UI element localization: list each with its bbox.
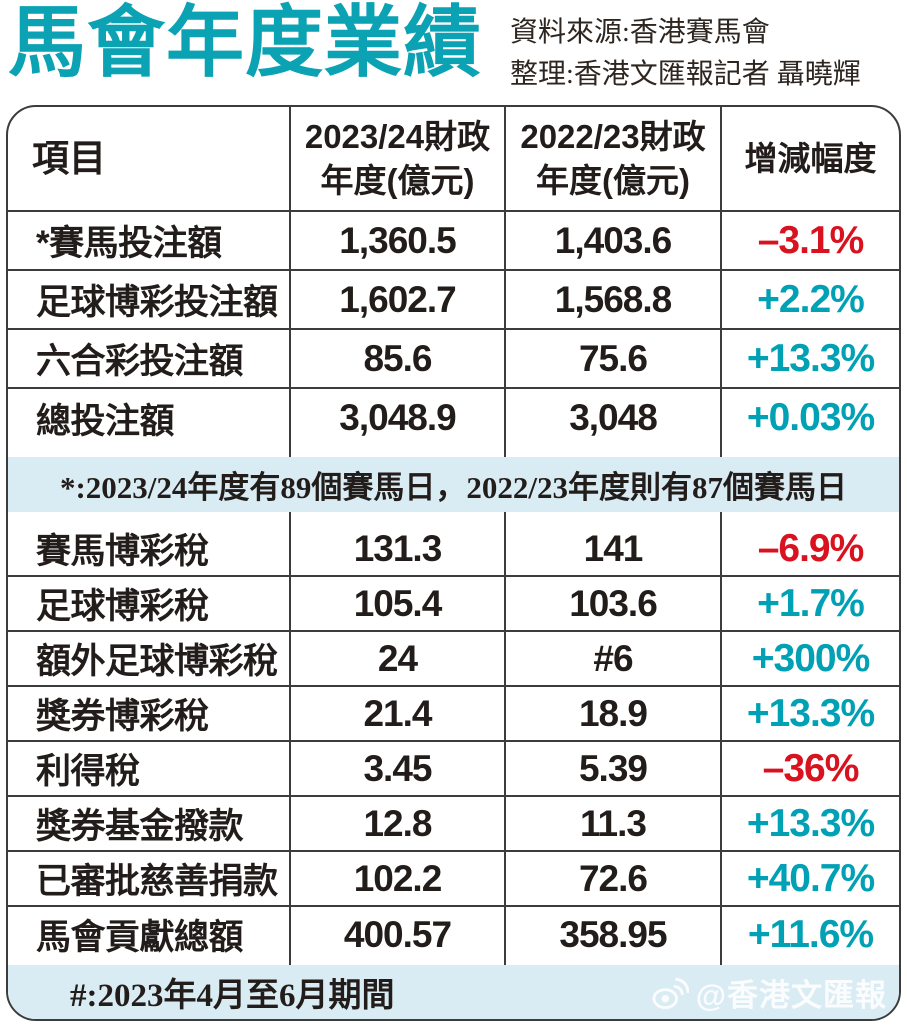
row-fy2324-value: 131.3 bbox=[289, 522, 504, 575]
row-fy2223-value: 11.3 bbox=[504, 797, 720, 850]
row-fy2223-value: #6 bbox=[504, 632, 720, 685]
table-row: 馬會貢獻總額 400.57 358.95 +11.6% bbox=[8, 907, 899, 962]
row-change-value: –3.1% bbox=[720, 212, 899, 269]
row-item-label: 獎券基金撥款 bbox=[36, 807, 244, 846]
row-item-label: 總投注額 bbox=[36, 401, 175, 441]
row-fy2324-value: 400.57 bbox=[289, 907, 504, 962]
row-fy2223-value: 5.39 bbox=[504, 742, 720, 795]
row-fy2324-value: 1,360.5 bbox=[289, 212, 504, 269]
column-line-spacer bbox=[8, 962, 899, 965]
row-fy2324-value: 3,048.9 bbox=[289, 389, 504, 447]
row-fy2324-value: 21.4 bbox=[289, 687, 504, 740]
table-header-row: 項目 2023/24財政 年度(億元) 2022/23財政 年度(億元) 增減幅… bbox=[8, 107, 899, 212]
row-change-value: +1.7% bbox=[720, 577, 899, 630]
row-change-value: +13.3% bbox=[720, 797, 899, 850]
watermark: @香港文匯報 bbox=[651, 970, 887, 1015]
row-item-label: 足球博彩稅 bbox=[36, 587, 209, 626]
table-row: 額外足球博彩稅 24 #6 +300% bbox=[8, 632, 899, 687]
row-fy2324-value: 85.6 bbox=[289, 330, 504, 387]
row-item-label: *賽馬投注額 bbox=[36, 224, 222, 263]
row-fy2324-value: 105.4 bbox=[289, 577, 504, 630]
row-change-value: –36% bbox=[720, 742, 899, 795]
table-row: 利得稅 3.45 5.39 –36% bbox=[8, 742, 899, 797]
page-title: 馬會年度業績 bbox=[8, 0, 483, 86]
row-fy2223-value: 103.6 bbox=[504, 577, 720, 630]
row-item-label: 已審批慈善捐款 bbox=[36, 862, 278, 901]
race-days-note: *:2023/24年度有89個賽馬日，2022/23年度則有87個賽馬日 bbox=[8, 457, 899, 512]
weibo-icon bbox=[651, 976, 689, 1010]
row-change-value: +300% bbox=[720, 632, 899, 685]
row-fy2223-value: 358.95 bbox=[504, 907, 720, 962]
row-fy2223-value: 3,048 bbox=[504, 389, 720, 447]
row-fy2223-value: 1,403.6 bbox=[504, 212, 720, 269]
masthead: 馬會年度業績 資料來源:香港賽馬會 整理:香港文匯報記者 聶曉輝 bbox=[0, 0, 907, 100]
results-table: 項目 2023/24財政 年度(億元) 2022/23財政 年度(億元) 增減幅… bbox=[6, 105, 901, 1021]
row-change-value: +2.2% bbox=[720, 271, 899, 328]
column-header-fy2223: 2022/23財政 年度(億元) bbox=[504, 107, 720, 210]
row-fy2324-value: 24 bbox=[289, 632, 504, 685]
column-header-item: 項目 bbox=[32, 137, 106, 179]
credits: 資料來源:香港賽馬會 整理:香港文匯報記者 聶曉輝 bbox=[510, 12, 861, 96]
row-fy2324-value: 1,602.7 bbox=[289, 271, 504, 328]
row-item-label: 賽馬博彩稅 bbox=[36, 532, 209, 571]
table-row: 獎券博彩稅 21.4 18.9 +13.3% bbox=[8, 687, 899, 742]
row-item-label: 利得稅 bbox=[36, 752, 140, 791]
row-change-value: –6.9% bbox=[720, 522, 899, 575]
row-change-value: +0.03% bbox=[720, 389, 899, 447]
column-line-spacer bbox=[8, 447, 899, 457]
row-change-value: +40.7% bbox=[720, 852, 899, 905]
row-change-value: +13.3% bbox=[720, 687, 899, 740]
row-item-label: 馬會貢獻總額 bbox=[36, 918, 244, 957]
compiler-line: 整理:香港文匯報記者 聶曉輝 bbox=[510, 59, 861, 90]
row-fy2324-value: 12.8 bbox=[289, 797, 504, 850]
row-change-value: +11.6% bbox=[720, 907, 899, 962]
row-fy2324-value: 3.45 bbox=[289, 742, 504, 795]
source-line: 資料來源:香港賽馬會 bbox=[510, 17, 770, 48]
row-fy2223-value: 1,568.8 bbox=[504, 271, 720, 328]
row-item-label: 獎券博彩稅 bbox=[36, 697, 209, 736]
row-fy2223-value: 18.9 bbox=[504, 687, 720, 740]
column-header-fy2324: 2023/24財政 年度(億元) bbox=[289, 107, 504, 210]
period-footnote: #:2023年4月至6月期間 bbox=[8, 965, 899, 1019]
table-row: 總投注額 3,048.9 3,048 +0.03% bbox=[8, 389, 899, 447]
row-item-label: 六合彩投注額 bbox=[36, 342, 244, 381]
table-row: 足球博彩稅 105.4 103.6 +1.7% bbox=[8, 577, 899, 632]
table-row: 賽馬博彩稅 131.3 141 –6.9% bbox=[8, 522, 899, 577]
table-row: 六合彩投注額 85.6 75.6 +13.3% bbox=[8, 330, 899, 389]
table-row: 已審批慈善捐款 102.2 72.6 +40.7% bbox=[8, 852, 899, 907]
row-fy2223-value: 72.6 bbox=[504, 852, 720, 905]
column-line-spacer bbox=[8, 512, 899, 522]
table-row: 足球博彩投注額 1,602.7 1,568.8 +2.2% bbox=[8, 271, 899, 330]
column-header-change: 增減幅度 bbox=[720, 107, 899, 210]
row-item-label: 額外足球博彩稅 bbox=[36, 642, 278, 681]
table-row: *賽馬投注額 1,360.5 1,403.6 –3.1% bbox=[8, 212, 899, 271]
row-fy2324-value: 102.2 bbox=[289, 852, 504, 905]
row-fy2223-value: 141 bbox=[504, 522, 720, 575]
watermark-label: @香港文匯報 bbox=[695, 978, 887, 1013]
row-item-label: 足球博彩投注額 bbox=[36, 283, 278, 322]
row-fy2223-value: 75.6 bbox=[504, 330, 720, 387]
table-row: 獎券基金撥款 12.8 11.3 +13.3% bbox=[8, 797, 899, 852]
row-change-value: +13.3% bbox=[720, 330, 899, 387]
